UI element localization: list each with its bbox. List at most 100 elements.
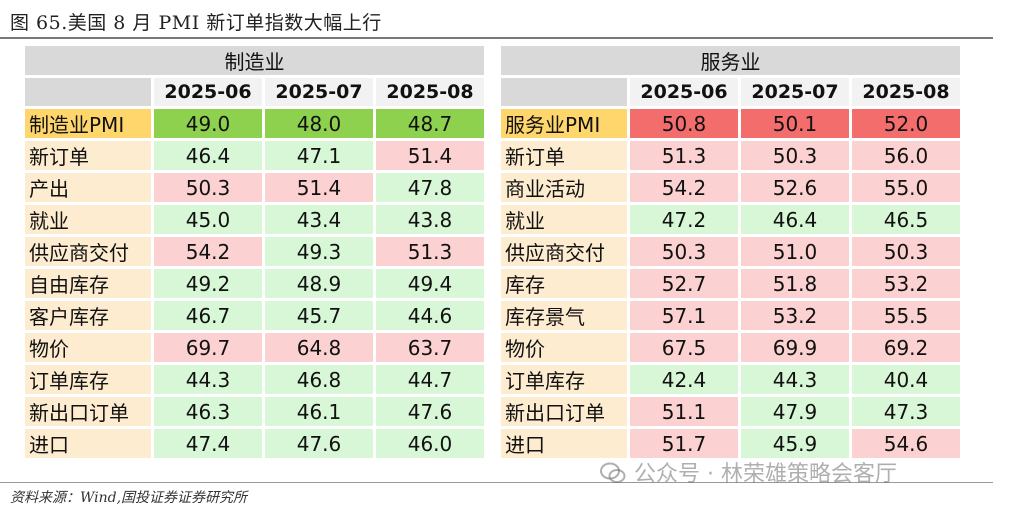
section-title: 制造业 [25,46,484,75]
table-row: 订单库存 44.3 46.8 44.7 [25,365,484,394]
table-row: 制造业PMI 49.0 48.0 48.7 [25,109,484,138]
row-label: 客户库存 [25,301,151,330]
figure-title: 图 65.美国 8 月 PMI 新订单指数大幅上行 [10,12,382,34]
value-cell: 53.2 [741,301,849,330]
value-cell: 63.7 [376,333,484,362]
row-label: 产出 [25,173,151,202]
value-cell: 47.6 [376,397,484,426]
value-cell: 46.4 [154,141,262,170]
column-header: 2025-08 [376,78,484,106]
value-cell: 48.7 [376,109,484,138]
value-cell: 52.7 [630,269,738,298]
section-header-row: 服务业 [501,46,960,75]
value-cell: 46.8 [265,365,373,394]
value-cell: 52.6 [741,173,849,202]
row-label: 服务业PMI [501,109,627,138]
row-label: 新出口订单 [25,397,151,426]
value-cell: 47.4 [154,429,262,458]
row-label: 订单库存 [501,365,627,394]
watermark: 公众号 · 林荣雄策略会客厅 [600,456,897,488]
column-header: 2025-07 [265,78,373,106]
source-note: 资料来源：Wind,国投证券证券研究所 [10,490,248,506]
column-header: 2025-06 [154,78,262,106]
section-title: 服务业 [501,46,960,75]
value-cell: 56.0 [852,141,960,170]
value-cell: 49.3 [265,237,373,266]
value-cell: 51.4 [376,141,484,170]
title-divider [0,37,993,39]
row-label: 就业 [25,205,151,234]
table-row: 库存 52.7 51.8 53.2 [501,269,960,298]
value-cell: 43.8 [376,205,484,234]
value-cell: 44.7 [376,365,484,394]
value-cell: 53.2 [852,269,960,298]
table-row: 新出口订单 51.1 47.9 47.3 [501,397,960,426]
table-row: 供应商交付 50.3 51.0 50.3 [501,237,960,266]
table-row: 物价 69.7 64.8 63.7 [25,333,484,362]
value-cell: 51.4 [265,173,373,202]
table-row: 进口 51.7 45.9 54.6 [501,429,960,458]
value-cell: 47.3 [852,397,960,426]
row-label: 订单库存 [25,365,151,394]
value-cell: 49.4 [376,269,484,298]
value-cell: 50.8 [630,109,738,138]
wechat-icon [600,462,626,483]
services-table: 服务业 2025-06 2025-07 2025-08 服务业PMI 50.8 50.1 52… [498,43,963,461]
value-cell: 46.3 [154,397,262,426]
row-label: 就业 [501,205,627,234]
manufacturing-table-body: 制造业 2025-06 2025-07 2025-08 制造业PMI 49.0 48.0 48… [25,46,484,458]
value-cell: 69.2 [852,333,960,362]
row-label: 新订单 [25,141,151,170]
value-cell: 52.0 [852,109,960,138]
table-row: 物价 67.5 69.9 69.2 [501,333,960,362]
table-row: 订单库存 42.4 44.3 40.4 [501,365,960,394]
value-cell: 46.0 [376,429,484,458]
value-cell: 46.5 [852,205,960,234]
value-cell: 44.6 [376,301,484,330]
value-cell: 50.3 [741,141,849,170]
manufacturing-panel: 制造业 2025-06 2025-07 2025-08 制造业PMI 49.0 48.0 48… [22,43,487,461]
value-cell: 40.4 [852,365,960,394]
table-row: 新订单 51.3 50.3 56.0 [501,141,960,170]
value-cell: 64.8 [265,333,373,362]
services-panel: 服务业 2025-06 2025-07 2025-08 服务业PMI 50.8 50.1 52… [498,43,963,461]
value-cell: 45.0 [154,205,262,234]
value-cell: 69.9 [741,333,849,362]
row-label: 制造业PMI [25,109,151,138]
row-label: 物价 [501,333,627,362]
row-label: 库存景气 [501,301,627,330]
value-cell: 48.0 [265,109,373,138]
row-label: 物价 [25,333,151,362]
value-cell: 44.3 [741,365,849,394]
table-row: 进口 47.4 47.6 46.0 [25,429,484,458]
value-cell: 55.5 [852,301,960,330]
row-label: 商业活动 [501,173,627,202]
value-cell: 47.2 [630,205,738,234]
value-cell: 67.5 [630,333,738,362]
value-cell: 44.3 [154,365,262,394]
row-label: 库存 [501,269,627,298]
table-row: 商业活动 54.2 52.6 55.0 [501,173,960,202]
column-header: 2025-07 [741,78,849,106]
watermark-text: 公众号 · 林荣雄策略会客厅 [634,462,897,487]
value-cell: 54.2 [630,173,738,202]
value-cell: 49.2 [154,269,262,298]
value-cell: 42.4 [630,365,738,394]
table-row: 新出口订单 46.3 46.1 47.6 [25,397,484,426]
value-cell: 69.7 [154,333,262,362]
table-row: 就业 45.0 43.4 43.8 [25,205,484,234]
value-cell: 47.9 [741,397,849,426]
table-row: 客户库存 46.7 45.7 44.6 [25,301,484,330]
value-cell: 51.8 [741,269,849,298]
value-cell: 45.9 [741,429,849,458]
table-row: 供应商交付 54.2 49.3 51.3 [25,237,484,266]
row-label: 新订单 [501,141,627,170]
source-divider [0,482,993,483]
value-cell: 51.3 [376,237,484,266]
value-cell: 50.3 [630,237,738,266]
manufacturing-table: 制造业 2025-06 2025-07 2025-08 制造业PMI 49.0 48.0 48… [22,43,487,461]
value-cell: 48.9 [265,269,373,298]
value-cell: 50.1 [741,109,849,138]
value-cell: 50.3 [154,173,262,202]
value-cell: 46.1 [265,397,373,426]
